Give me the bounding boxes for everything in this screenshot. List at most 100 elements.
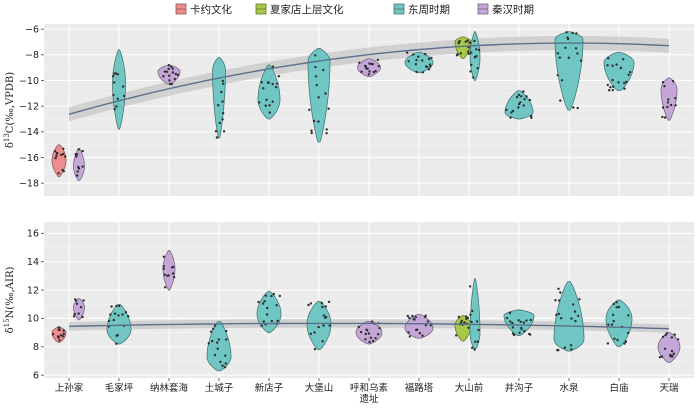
- data-point: [571, 31, 574, 35]
- data-point: [378, 326, 381, 330]
- data-point: [274, 85, 278, 89]
- data-point: [366, 67, 369, 71]
- data-point: [123, 94, 126, 98]
- data-point: [520, 326, 523, 330]
- legend-item: 卡约文化: [175, 3, 232, 16]
- data-point: [554, 299, 557, 302]
- data-point: [262, 87, 265, 90]
- data-point: [666, 105, 669, 109]
- data-point: [518, 331, 521, 334]
- data-point: [612, 302, 615, 306]
- violin-大堡山: [307, 48, 331, 143]
- data-point: [313, 348, 317, 351]
- data-point: [406, 314, 409, 318]
- data-point: [271, 100, 274, 103]
- data-point: [278, 294, 281, 298]
- data-point: [473, 39, 476, 43]
- data-point: [559, 99, 562, 102]
- data-point: [615, 306, 618, 309]
- x-tick-label: 福路塔: [405, 382, 434, 394]
- data-point: [411, 314, 414, 318]
- data-point: [115, 342, 118, 345]
- data-point: [522, 90, 525, 93]
- data-point: [366, 329, 369, 332]
- y-axis-label: δ15N(‰,AIR): [3, 267, 16, 334]
- data-point: [578, 298, 581, 301]
- data-point: [271, 65, 275, 68]
- data-point: [412, 53, 415, 56]
- x-tick-label: 呼和乌素: [350, 382, 389, 394]
- data-point: [428, 63, 432, 66]
- data-point: [213, 324, 217, 327]
- data-point: [415, 70, 418, 74]
- data-point: [171, 272, 175, 275]
- data-point: [322, 68, 325, 72]
- data-point: [670, 354, 674, 357]
- data-point: [565, 31, 568, 34]
- data-point: [216, 341, 219, 344]
- data-point: [625, 80, 628, 84]
- legend-item: 秦汉时期: [477, 3, 534, 16]
- data-point: [171, 71, 175, 74]
- data-point: [215, 136, 219, 139]
- data-point: [81, 165, 84, 168]
- data-point: [528, 332, 531, 336]
- data-point: [457, 315, 461, 319]
- data-point: [508, 311, 512, 315]
- data-point: [109, 313, 112, 316]
- data-point: [470, 63, 473, 67]
- data-point: [58, 328, 61, 331]
- data-point: [314, 65, 317, 69]
- violin-水泉: [553, 281, 585, 352]
- data-point: [426, 320, 429, 323]
- data-point: [574, 47, 578, 50]
- data-point: [61, 335, 65, 338]
- data-point: [62, 147, 65, 150]
- violin-大堡山: [306, 301, 332, 350]
- data-point: [671, 80, 675, 83]
- y-tick-label: 12: [27, 285, 39, 296]
- data-point: [572, 106, 575, 109]
- y-tick-label: 16: [27, 229, 39, 240]
- data-point: [564, 46, 567, 49]
- data-point: [576, 52, 579, 55]
- data-point: [265, 98, 268, 102]
- data-point: [75, 155, 78, 158]
- data-point: [317, 325, 320, 329]
- violin-上孙家: [51, 144, 67, 178]
- data-point: [75, 153, 79, 156]
- data-point: [61, 152, 65, 156]
- data-point: [312, 119, 316, 123]
- data-point: [56, 335, 60, 338]
- data-point: [225, 338, 228, 341]
- x-tick-label: 土城子: [205, 382, 234, 394]
- y-tick-label: 10: [27, 314, 39, 325]
- data-point: [505, 108, 508, 112]
- data-point: [367, 332, 371, 335]
- data-point: [615, 301, 618, 304]
- data-point: [509, 320, 512, 323]
- data-point: [566, 36, 569, 39]
- data-point: [427, 68, 431, 71]
- data-point: [459, 52, 462, 55]
- data-point: [377, 333, 380, 336]
- data-point: [53, 150, 57, 153]
- data-point: [425, 65, 429, 69]
- data-point: [367, 73, 371, 76]
- data-point: [615, 63, 618, 66]
- y-tick-label: −8: [25, 50, 39, 61]
- violin-白庙: [605, 299, 633, 348]
- data-point: [475, 320, 479, 323]
- data-point: [171, 67, 174, 71]
- data-point: [472, 76, 475, 79]
- violin-井沟子: [503, 309, 535, 336]
- data-point: [270, 294, 273, 298]
- x-tick-label: 大山前: [455, 382, 484, 394]
- data-point: [221, 79, 224, 83]
- data-point: [623, 342, 626, 345]
- data-point: [82, 299, 85, 302]
- data-point: [371, 339, 375, 343]
- data-point: [168, 79, 171, 82]
- data-point: [612, 85, 615, 88]
- data-point: [672, 352, 676, 355]
